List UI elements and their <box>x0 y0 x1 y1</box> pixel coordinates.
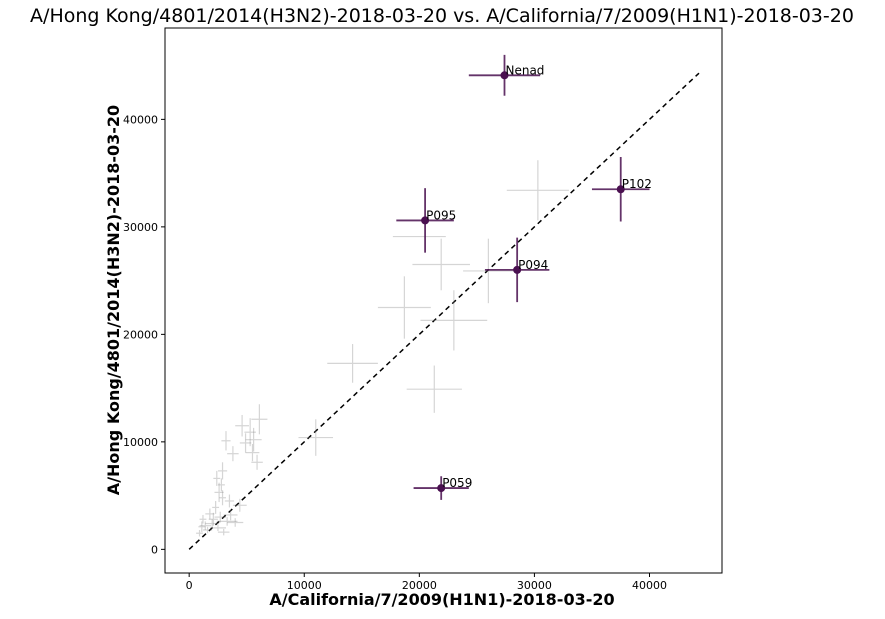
background-points-layer <box>196 160 569 537</box>
y-tick-label: 40000 <box>123 113 158 126</box>
x-tick-label: 0 <box>186 579 193 592</box>
background-point <box>251 454 263 470</box>
y-tick-label: 0 <box>151 543 158 556</box>
highlighted-point-label: P094 <box>518 258 548 272</box>
highlighted-point-marker <box>421 216 430 225</box>
background-point <box>213 470 221 486</box>
background-point <box>214 511 226 523</box>
x-axis-label: A/California/7/2009(H1N1)-2018-03-20 <box>269 590 614 609</box>
highlighted-point-label: Nenad <box>505 63 544 77</box>
background-point <box>224 494 235 508</box>
background-point <box>212 500 220 514</box>
highlighted-point-marker <box>513 265 522 274</box>
background-point <box>199 521 212 531</box>
background-point <box>227 446 239 462</box>
background-point <box>221 431 231 451</box>
background-point <box>420 290 488 351</box>
x-tick-label: 40000 <box>632 579 667 592</box>
highlighted-point-marker <box>437 484 446 493</box>
x-axis-ticks: 0 10000 20000 30000 40000 <box>186 573 667 592</box>
background-point <box>227 518 244 527</box>
highlighted-point: P094 <box>484 237 550 303</box>
background-point <box>217 478 225 492</box>
highlighted-point: P095 <box>396 188 456 253</box>
x-tick-label: 10000 <box>287 579 322 592</box>
background-point <box>235 414 250 437</box>
background-point <box>196 530 203 537</box>
background-point <box>198 521 206 533</box>
y-tick-label: 30000 <box>123 221 158 234</box>
highlighted-point-label: P095 <box>426 208 456 222</box>
y-axis-ticks: 0 10000 20000 30000 40000 <box>123 113 165 556</box>
background-point <box>406 365 462 413</box>
background-point <box>217 528 230 536</box>
background-point <box>199 514 207 524</box>
background-point <box>202 526 213 534</box>
background-point <box>232 498 247 512</box>
y-tick-label: 10000 <box>123 436 158 449</box>
background-point <box>214 482 224 503</box>
y-tick-label: 20000 <box>123 328 158 341</box>
highlighted-point-marker <box>616 185 625 194</box>
highlighted-point: Nenad <box>468 54 544 96</box>
background-point <box>219 490 226 506</box>
x-tick-label: 30000 <box>517 579 552 592</box>
background-point <box>216 517 238 526</box>
background-point <box>205 508 215 520</box>
background-point <box>251 404 268 435</box>
background-point <box>208 512 218 526</box>
background-point <box>506 160 569 221</box>
highlighted-point-label: P059 <box>442 476 472 490</box>
background-point <box>245 444 260 462</box>
background-point <box>377 276 431 339</box>
highlighted-point-marker <box>500 71 509 80</box>
background-point <box>463 238 514 304</box>
highlighted-points-layer: Nenad P102 P095 P094 P059 <box>396 54 652 500</box>
y-axis-label: A/Hong Kong/4801/2014(H3N2)-2018-03-20 <box>104 105 123 495</box>
background-point <box>217 462 228 480</box>
highlighted-point: P059 <box>413 476 472 500</box>
plot-area <box>164 27 723 574</box>
background-point <box>223 509 238 521</box>
background-point <box>298 419 334 456</box>
background-point <box>412 238 470 291</box>
chart-title: A/Hong Kong/4801/2014(H3N2)-2018-03-20 v… <box>30 5 854 27</box>
x-tick-label: 20000 <box>402 579 437 592</box>
highlighted-point: P102 <box>591 156 652 222</box>
background-point <box>244 418 256 447</box>
background-point <box>245 427 262 452</box>
highlighted-point-label: P102 <box>622 177 652 191</box>
background-point <box>327 344 378 383</box>
background-point <box>209 524 226 532</box>
background-point <box>239 433 252 453</box>
background-point <box>205 519 220 528</box>
